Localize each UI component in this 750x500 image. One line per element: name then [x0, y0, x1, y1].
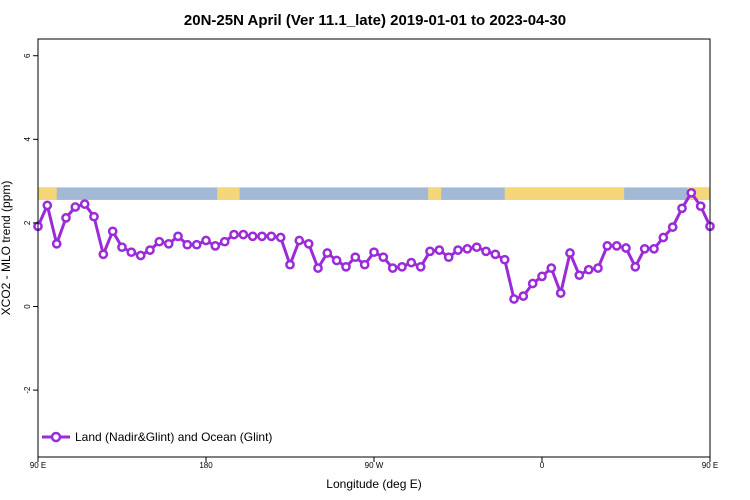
x-tick-label: 90 E — [30, 461, 46, 470]
data-point — [481, 246, 491, 257]
data-point — [630, 261, 641, 272]
legend: Land (Nadir&Glint) and Ocean (Glint) — [42, 430, 272, 444]
y-axis-label: XCO2 - MLO trend (ppm) — [0, 181, 13, 316]
data-point — [107, 226, 118, 237]
data-point — [593, 263, 603, 273]
data-point — [61, 213, 71, 223]
data-point — [89, 211, 99, 222]
data-point — [499, 254, 510, 265]
data-point — [443, 252, 454, 263]
y-tick-label: 2 — [23, 220, 32, 225]
data-point — [639, 243, 650, 254]
data-point — [574, 270, 585, 281]
data-point — [649, 243, 659, 254]
data-point — [266, 231, 277, 242]
data-point — [98, 249, 109, 260]
x-tick-label: 90 W — [365, 461, 384, 470]
data-point — [42, 200, 53, 211]
x-axis-label: Longitude (deg E) — [326, 477, 421, 491]
data-point — [210, 241, 221, 251]
data-point — [145, 245, 155, 255]
data-point — [695, 201, 706, 212]
data-point — [117, 242, 127, 253]
data-point — [257, 231, 267, 242]
data-point — [70, 202, 81, 212]
y-tick-label: 4 — [23, 137, 32, 142]
data-point — [471, 242, 482, 253]
data-point — [303, 238, 314, 249]
data-point — [182, 239, 193, 250]
land-segment — [217, 187, 240, 200]
data-point — [51, 238, 62, 249]
land-ocean-band — [38, 187, 710, 200]
data-point — [163, 238, 174, 249]
data-point — [219, 236, 230, 247]
x-axis: 90 E 180 90 W 0 90 E — [30, 457, 718, 470]
data-point — [135, 250, 146, 261]
data-point — [331, 255, 342, 266]
legend-marker — [50, 431, 62, 443]
data-point — [425, 246, 435, 257]
data-point — [126, 247, 137, 258]
data-point — [434, 245, 445, 255]
data-point — [658, 232, 669, 243]
land-segment — [428, 187, 442, 200]
data-point — [677, 203, 687, 214]
legend-label: Land (Nadir&Glint) and Ocean (Glint) — [75, 430, 272, 444]
data-point — [285, 259, 295, 270]
data-point — [555, 288, 566, 298]
x-tick-label: 180 — [199, 461, 213, 470]
data-point — [191, 239, 202, 250]
land-segment — [504, 187, 625, 200]
data-point — [509, 294, 519, 304]
series-layer — [33, 187, 715, 304]
data-point — [490, 249, 501, 260]
data-point — [387, 263, 398, 273]
y-axis: -2 0 2 4 6 — [23, 53, 38, 394]
data-point — [518, 291, 529, 301]
y-tick-label: 0 — [23, 304, 32, 309]
data-point — [621, 243, 631, 253]
data-point — [583, 264, 594, 275]
data-point — [667, 222, 678, 232]
data-point — [406, 257, 417, 268]
data-point — [154, 236, 165, 247]
data-point — [453, 245, 463, 255]
data-point — [322, 248, 333, 258]
data-point — [686, 187, 697, 198]
data-point — [275, 232, 286, 243]
data-point — [415, 261, 426, 272]
x-tick-label: 90 E — [702, 461, 718, 470]
data-point — [294, 235, 305, 246]
data-point — [359, 259, 370, 270]
data-point — [537, 271, 547, 282]
x-tick-label: 0 — [540, 461, 545, 470]
chart-title: 20N-25N April (Ver 11.1_late) 2019-01-01… — [184, 12, 566, 29]
data-point — [546, 263, 557, 273]
land-segment — [38, 187, 57, 200]
data-point — [462, 243, 473, 254]
y-tick-label: 6 — [23, 53, 32, 58]
data-point — [173, 231, 183, 242]
data-point — [341, 261, 351, 272]
data-point — [201, 235, 211, 246]
data-point — [229, 229, 239, 240]
data-point — [565, 248, 575, 258]
data-point — [527, 278, 538, 289]
data-point — [369, 247, 379, 258]
data-point — [79, 199, 90, 209]
data-point — [313, 263, 323, 273]
y-tick-label: -2 — [23, 386, 32, 394]
data-point — [397, 261, 407, 272]
data-point — [350, 252, 361, 263]
data-point — [602, 241, 613, 251]
data-point — [611, 241, 622, 251]
data-point — [378, 252, 389, 263]
data-point — [238, 229, 249, 240]
data-point — [247, 231, 258, 242]
